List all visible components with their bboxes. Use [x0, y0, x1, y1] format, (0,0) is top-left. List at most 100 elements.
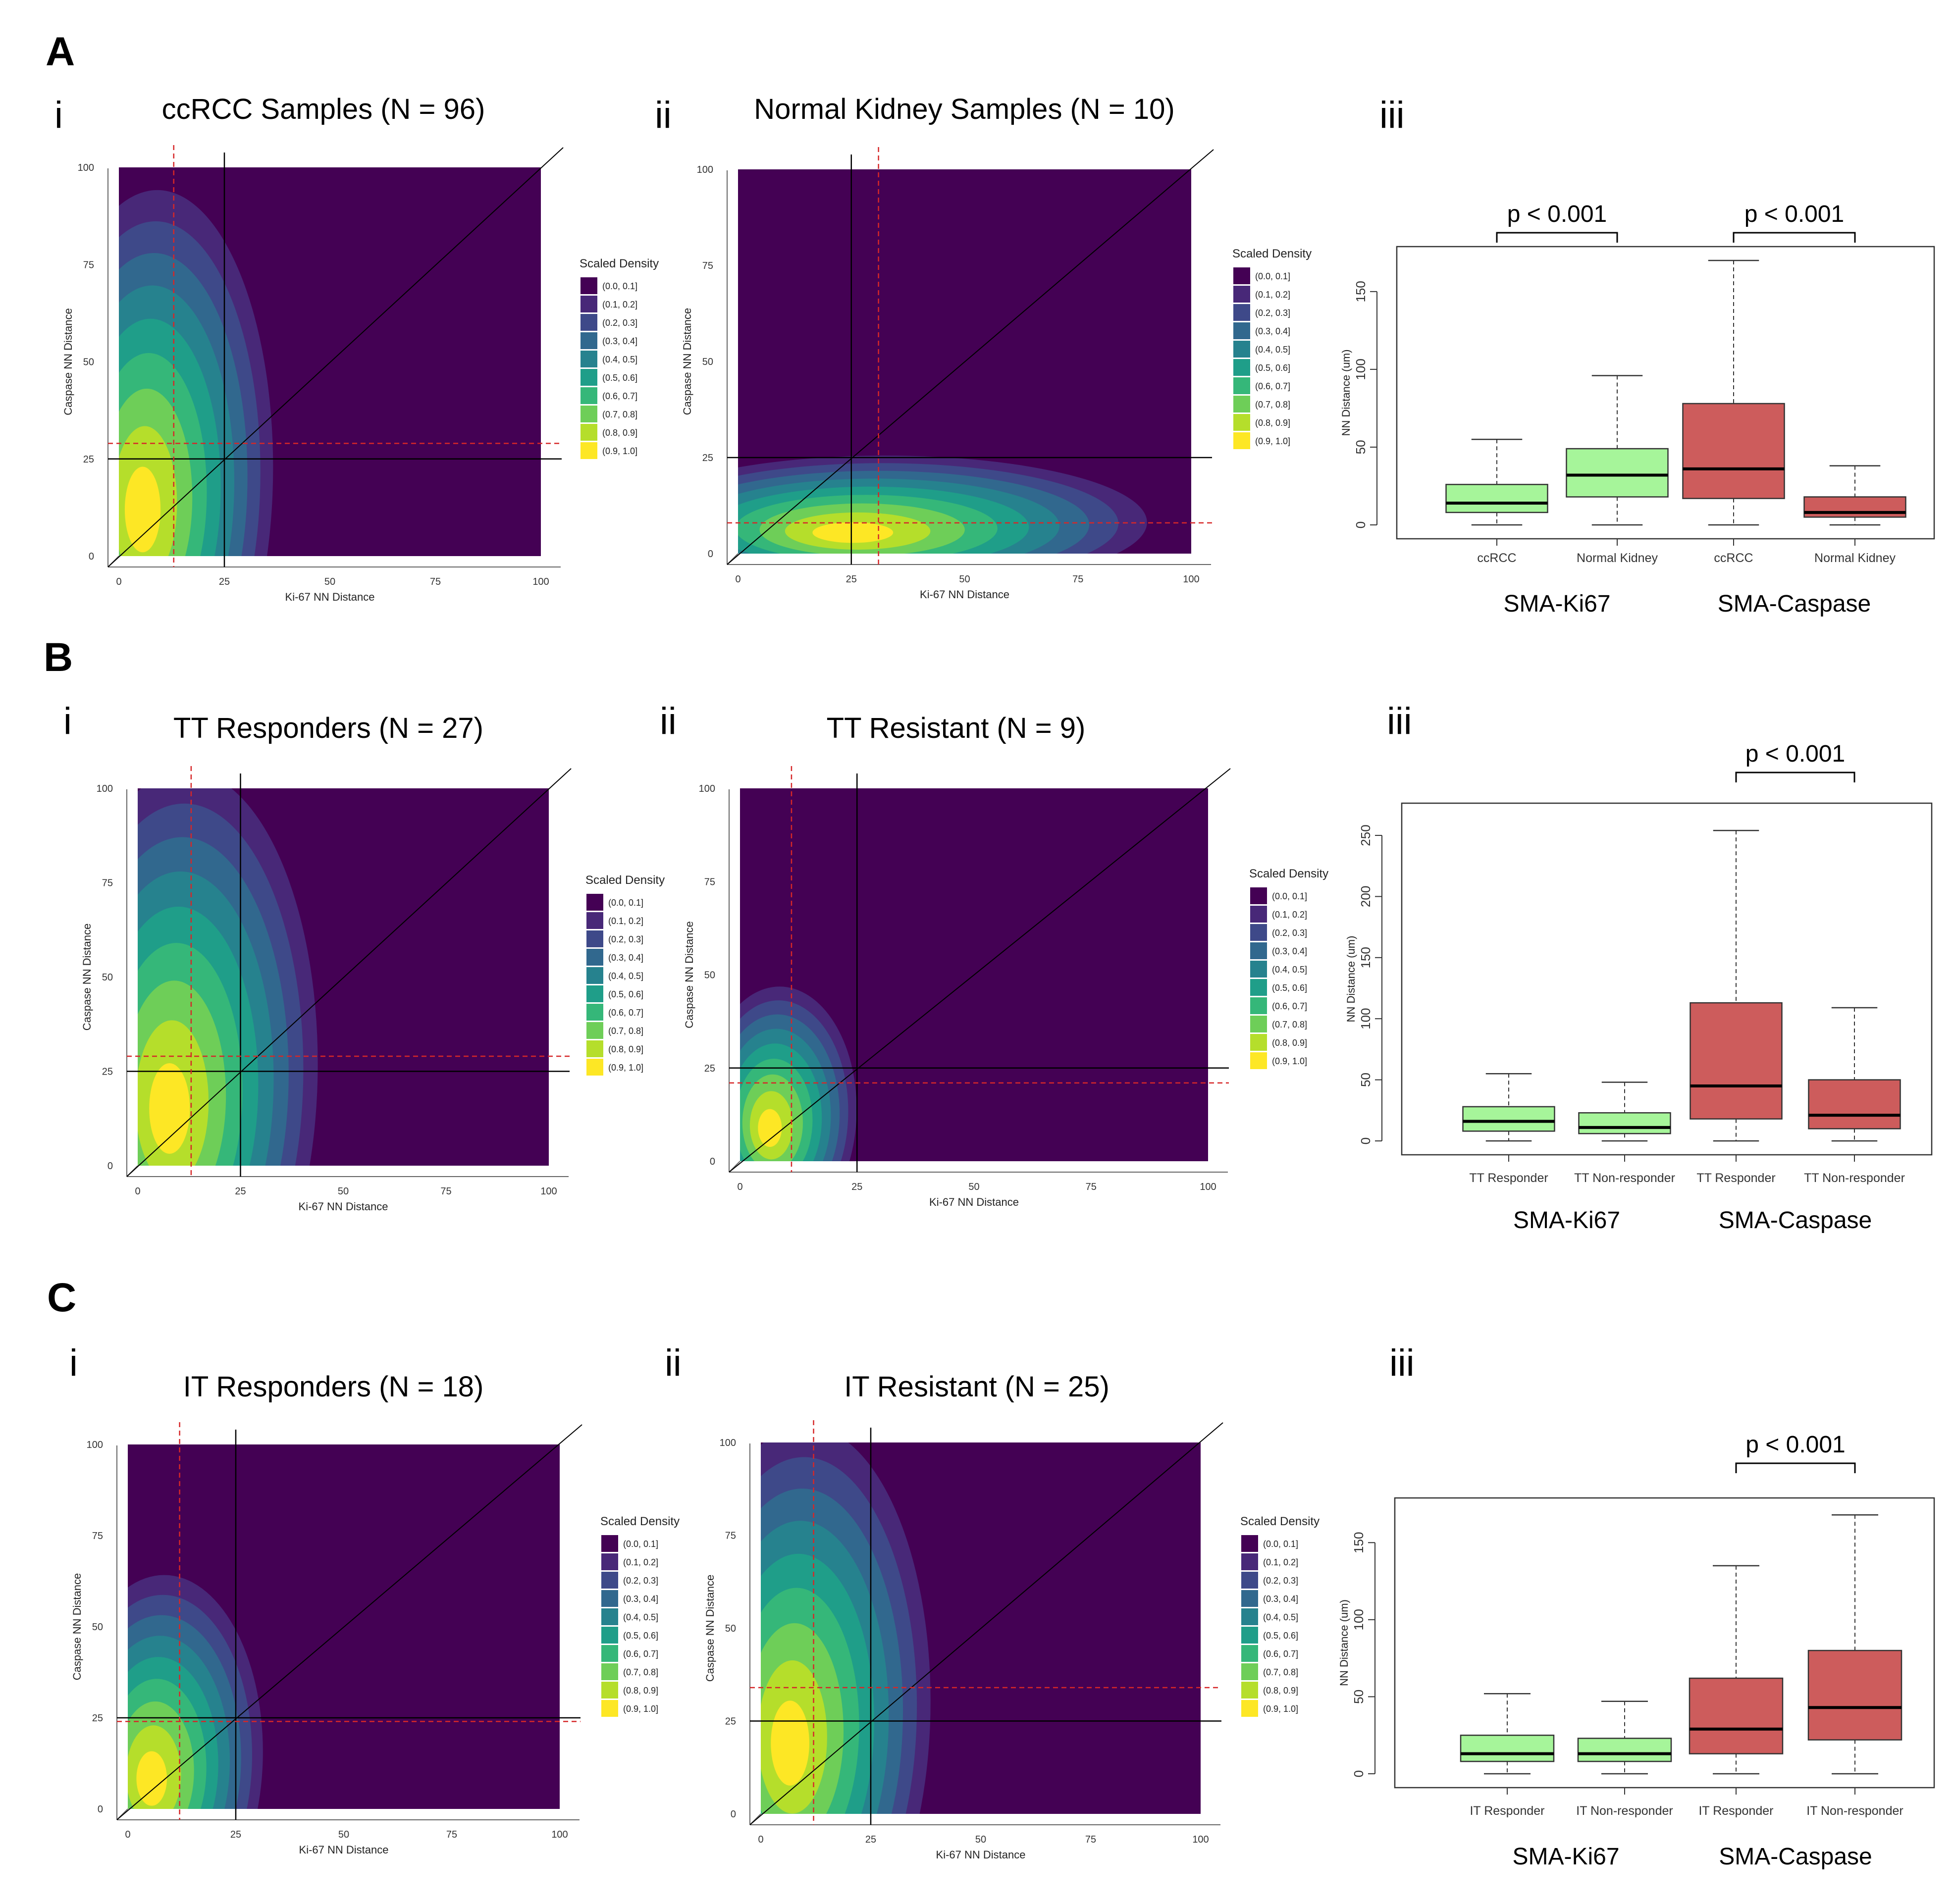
- y-axis-label: Caspase NN Distance: [71, 1573, 83, 1680]
- panel-title-B-ii: TT Resistant (N = 9): [827, 712, 1086, 744]
- legend-swatch-3: [586, 949, 603, 966]
- bracket-line: [1735, 772, 1855, 782]
- legend-swatch-6: [601, 1645, 618, 1662]
- y-tick-label: 100: [1353, 359, 1368, 380]
- box-2: IT Responder: [1689, 1565, 1784, 1818]
- x-tick-label: 25: [230, 1829, 241, 1840]
- x-tick-label: 100: [551, 1829, 568, 1840]
- panel-title-A-i: ccRCC Samples (N = 96): [162, 93, 485, 125]
- y-tick-label: 75: [702, 260, 713, 271]
- legend-swatch-5: [1241, 1627, 1258, 1644]
- density-layers: [128, 1575, 263, 1809]
- box-3: Normal Kidney: [1803, 465, 1906, 565]
- x-tick-label: 0: [735, 574, 740, 585]
- panel-roman-B-iii: iii: [1387, 700, 1412, 742]
- legend-swatch-8: [1233, 414, 1250, 431]
- legend-swatch-5: [586, 985, 603, 1002]
- box-3: IT Non-responder: [1806, 1514, 1903, 1818]
- density-legend: Scaled Density (0.0, 0.1] (0.1, 0.2] (0.2, …: [580, 257, 659, 459]
- legend-swatch-4: [586, 967, 603, 984]
- reference-line-diagonal: [126, 768, 572, 1177]
- legend-item-label: (0.5, 0.6]: [1263, 1631, 1298, 1641]
- box-iqr: [1689, 1677, 1784, 1754]
- category-label: TT Non-responder: [1804, 1171, 1905, 1185]
- legend-swatch-0: [1241, 1535, 1258, 1552]
- category-label: TT Responder: [1469, 1171, 1548, 1185]
- y-axis-label: Caspase NN Distance: [704, 1575, 716, 1682]
- y-tick-label: 50: [83, 357, 94, 368]
- p-value-label: p < 0.001: [1744, 201, 1845, 227]
- legend-item-label: (0.0, 0.1]: [1272, 891, 1307, 901]
- legend-swatch-7: [601, 1663, 618, 1680]
- reference-line-diagonal: [749, 1422, 1223, 1825]
- boxplot-ccrcc-vs-normal: 0 50 100 150 NN Distance (um) ccRCC Normal Kid…: [1340, 201, 1935, 617]
- panel-roman-C-i: i: [69, 1342, 78, 1384]
- density-band-9: [771, 1700, 809, 1786]
- p-value-label: p < 0.001: [1745, 741, 1846, 767]
- y-tick-label: 75: [92, 1531, 103, 1542]
- legend-swatch-7: [1250, 1016, 1267, 1032]
- legend-swatch-8: [1241, 1682, 1258, 1698]
- density-layers: [761, 1442, 931, 1814]
- y-tick-label: 0: [107, 1161, 113, 1172]
- x-tick-label: 100: [1192, 1834, 1209, 1845]
- x-tick-label: 25: [851, 1182, 862, 1192]
- legend-swatch-2: [581, 314, 597, 331]
- category-label: IT Non-responder: [1576, 1804, 1673, 1818]
- y-tick-label: 150: [1351, 1532, 1366, 1553]
- reference-line-diagonal: [727, 149, 1214, 565]
- x-axis-label: Ki-67 NN Distance: [285, 591, 375, 603]
- legend-item-label: (0.3, 0.4]: [1263, 1594, 1298, 1604]
- panel-title-C-i: IT Responders (N = 18): [183, 1371, 484, 1403]
- panel-roman-C-ii: ii: [665, 1342, 682, 1384]
- legend-item-label: (0.8, 0.9]: [1255, 418, 1290, 428]
- legend-item-label: (0.9, 1.0]: [608, 1063, 643, 1073]
- box-3: TT Non-responder: [1804, 1007, 1905, 1185]
- legend-swatch-5: [601, 1627, 618, 1644]
- box-1: TT Non-responder: [1574, 1081, 1675, 1185]
- y-tick-label: 25: [102, 1067, 113, 1078]
- box-1: Normal Kidney: [1566, 375, 1669, 565]
- category-label: ccRCC: [1714, 551, 1753, 565]
- density-band-9: [136, 1751, 167, 1806]
- legend-item-label: (0.9, 1.0]: [1272, 1056, 1307, 1066]
- legend-swatch-1: [1250, 906, 1267, 923]
- y-tick-label: 0: [89, 551, 94, 562]
- legend-item-label: (0.2, 0.3]: [602, 318, 637, 328]
- box-iqr: [1803, 496, 1906, 518]
- legend-item-label: (0.7, 0.8]: [623, 1667, 658, 1677]
- x-tick-label: 0: [758, 1834, 763, 1845]
- y-tick-label: 0: [1353, 521, 1368, 528]
- box-iqr: [1808, 1079, 1901, 1130]
- box-2: TT Responder: [1690, 829, 1783, 1185]
- group-label: SMA-Caspase: [1719, 1844, 1872, 1870]
- x-tick-label: 50: [338, 1186, 349, 1197]
- box-2: ccRCC: [1682, 259, 1785, 565]
- legend-swatch-5: [1233, 359, 1250, 376]
- box-iqr: [1462, 1106, 1555, 1132]
- density-legend: Scaled Density (0.0, 0.1] (0.1, 0.2] (0.2, …: [600, 1515, 680, 1717]
- legend-title: Scaled Density: [580, 257, 659, 270]
- panel-letter-C: C: [47, 1275, 76, 1320]
- y-tick-label: 25: [92, 1713, 103, 1724]
- x-axis-label: Ki-67 NN Distance: [920, 588, 1009, 601]
- category-label: Normal Kidney: [1814, 551, 1896, 565]
- x-tick-label: 75: [446, 1829, 457, 1840]
- y-axis-label: NN Distance (um): [1340, 350, 1352, 436]
- legend-swatch-0: [1250, 887, 1267, 904]
- box-0: ccRCC: [1445, 438, 1548, 565]
- y-tick-label: 50: [1353, 440, 1368, 454]
- y-axis-label: Caspase NN Distance: [81, 924, 93, 1030]
- legend-title: Scaled Density: [600, 1515, 680, 1528]
- category-label: IT Responder: [1698, 1804, 1773, 1818]
- y-tick-label: 50: [102, 972, 113, 983]
- legend-swatch-4: [1233, 341, 1250, 358]
- legend-item-label: (0.0, 0.1]: [602, 281, 637, 291]
- legend-item-label: (0.3, 0.4]: [623, 1594, 658, 1604]
- legend-item-label: (0.2, 0.3]: [608, 934, 643, 944]
- legend-swatch-6: [1233, 377, 1250, 394]
- x-tick-label: 100: [1183, 574, 1199, 585]
- box-iqr: [1460, 1734, 1555, 1762]
- y-tick-label: 75: [704, 876, 715, 887]
- y-tick-label: 0: [708, 549, 713, 560]
